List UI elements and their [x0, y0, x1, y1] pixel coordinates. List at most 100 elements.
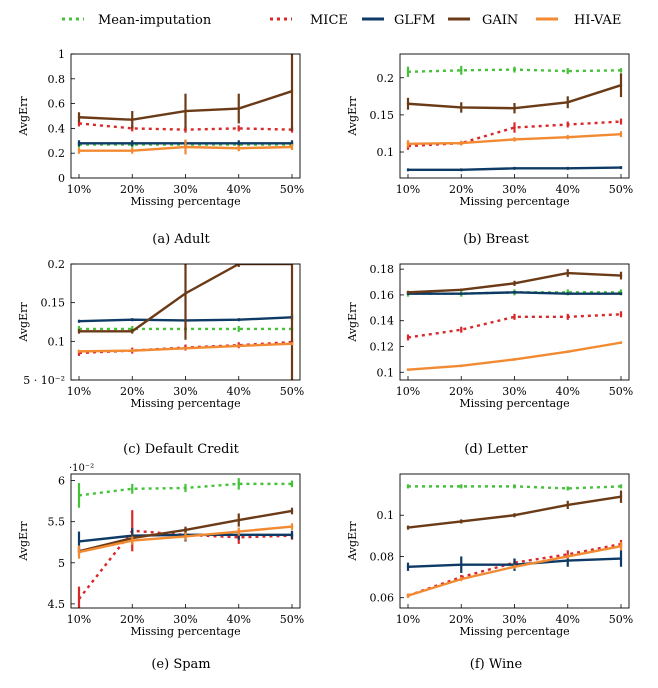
y-tick-label: 0.15: [370, 109, 395, 122]
data-point: [77, 350, 81, 353]
data-point: [513, 282, 516, 285]
series-line-mice: [407, 542, 622, 597]
x-tick-label: 30%: [173, 613, 197, 626]
data-point: [184, 109, 187, 113]
y-tick-label: 5: [58, 557, 65, 570]
series-hi-vae: [406, 131, 623, 148]
data-point: [566, 503, 569, 507]
y-tick-label: 0.14: [370, 315, 395, 328]
series-hi-vae: [77, 342, 294, 353]
data-point: [406, 102, 410, 105]
chart-breast: 0.1 0.15 0.2 10% 20% 30% 40% 50% Missing percent…: [346, 53, 633, 208]
legend-item-gain: GAIN: [448, 13, 518, 28]
y-axis-label: AvgErr: [346, 302, 359, 343]
y-tick-label: 0.15: [41, 297, 66, 310]
y-tick-label: 1: [58, 48, 65, 61]
plot-area: [77, 264, 294, 380]
y-tick-label: 0.1: [377, 146, 395, 159]
data-point: [77, 330, 81, 333]
x-tick-label: 30%: [502, 385, 526, 398]
chart-spam: 4.5 5 5.5 6 10% 20% 30% 40% 50% Missing percentag…: [17, 463, 304, 638]
x-tick-label: 30%: [173, 385, 197, 398]
data-point: [566, 271, 569, 275]
legend-item-hi-vae: HI-VAE: [536, 13, 621, 28]
series-gain: [77, 507, 294, 555]
data-point: [290, 90, 294, 93]
data-point: [460, 69, 463, 72]
data-point: [77, 494, 81, 497]
axes-frame: [399, 473, 630, 609]
x-tick-label: 50%: [280, 613, 304, 626]
x-tick-label: 50%: [280, 385, 304, 398]
legend-label-mean-imputation: Mean-imputation: [98, 13, 212, 28]
plot-area: [406, 484, 623, 598]
data-point: [77, 149, 81, 152]
data-point: [237, 344, 240, 348]
series-line-hi-vae: [407, 341, 622, 371]
series-glfm: [406, 550, 623, 573]
y-tick-label: 0.18: [370, 263, 395, 276]
data-point: [237, 318, 240, 321]
data-point: [184, 292, 187, 295]
data-point: [619, 485, 623, 488]
y-tick-label: 0.12: [370, 340, 395, 353]
data-point: [619, 120, 623, 123]
series-mean-imputation: [77, 478, 294, 508]
data-point: [460, 577, 463, 581]
y-tick-label: 5 · 10⁻²: [23, 374, 65, 387]
data-point: [77, 540, 81, 543]
series-gain: [406, 73, 623, 114]
data-point: [619, 166, 623, 169]
chart-letter: 0.1 0.12 0.14 0.16 0.18 10% 20% 30% 40% 50% Missin…: [346, 263, 633, 410]
x-tick-label: 20%: [120, 613, 144, 626]
x-tick-label: 10%: [396, 385, 420, 398]
series-mean-imputation: [406, 65, 623, 78]
data-point: [131, 149, 134, 152]
data-point: [406, 485, 410, 488]
data-point: [460, 563, 463, 566]
data-point: [513, 126, 516, 129]
data-point: [77, 597, 81, 601]
data-point: [237, 107, 240, 110]
data-point: [619, 69, 623, 72]
x-tick-label: 50%: [609, 183, 633, 196]
data-point: [406, 142, 410, 146]
data-point: [513, 358, 516, 361]
x-axis-label: Missing percentage: [459, 625, 569, 638]
y-tick-label: 5.5: [48, 516, 66, 529]
data-point: [290, 482, 294, 486]
x-tick-label: 40%: [227, 183, 251, 196]
x-tick-label: 30%: [502, 613, 526, 626]
chart-adult: 0 0.2 0.4 0.6 0.8 1 10% 20% 30% 40% 50% Missing per…: [17, 48, 304, 208]
data-point: [237, 482, 240, 486]
legend-label-hi-vae: HI-VAE: [574, 13, 621, 28]
data-point: [290, 145, 294, 149]
series-line-hi-vae: [407, 544, 622, 597]
data-point: [184, 128, 187, 131]
data-point: [184, 535, 187, 538]
data-point: [513, 514, 516, 517]
plot-area: [77, 478, 294, 608]
data-point: [290, 142, 294, 145]
legend-item-mice: MICE: [270, 13, 348, 28]
x-tick-label: 30%: [173, 183, 197, 196]
chart-default-credit: 5 · 10⁻² 0.1 0.15 0.2 10% 20% 30% 40% 50% Missing…: [17, 258, 304, 410]
y-tick-label: 0.4: [48, 122, 66, 135]
data-point: [131, 318, 134, 321]
data-point: [566, 487, 569, 490]
data-point: [460, 292, 463, 295]
data-point: [513, 138, 516, 141]
data-point: [566, 101, 569, 104]
series-glfm: [406, 166, 623, 172]
axes-frame: [70, 473, 301, 609]
y-tick-label: 0.1: [48, 335, 66, 348]
data-point: [237, 142, 240, 145]
plot-area: [406, 65, 623, 172]
y-tick-label: 0.1: [377, 366, 395, 379]
data-point: [77, 122, 81, 125]
data-point: [406, 526, 410, 529]
chart-panel-breast: 0.1 0.15 0.2 10% 20% 30% 40% 50% Missing percent…: [329, 40, 658, 250]
series-line-mice: [78, 529, 293, 600]
x-tick-label: 50%: [280, 183, 304, 196]
plot-area: [77, 54, 294, 155]
